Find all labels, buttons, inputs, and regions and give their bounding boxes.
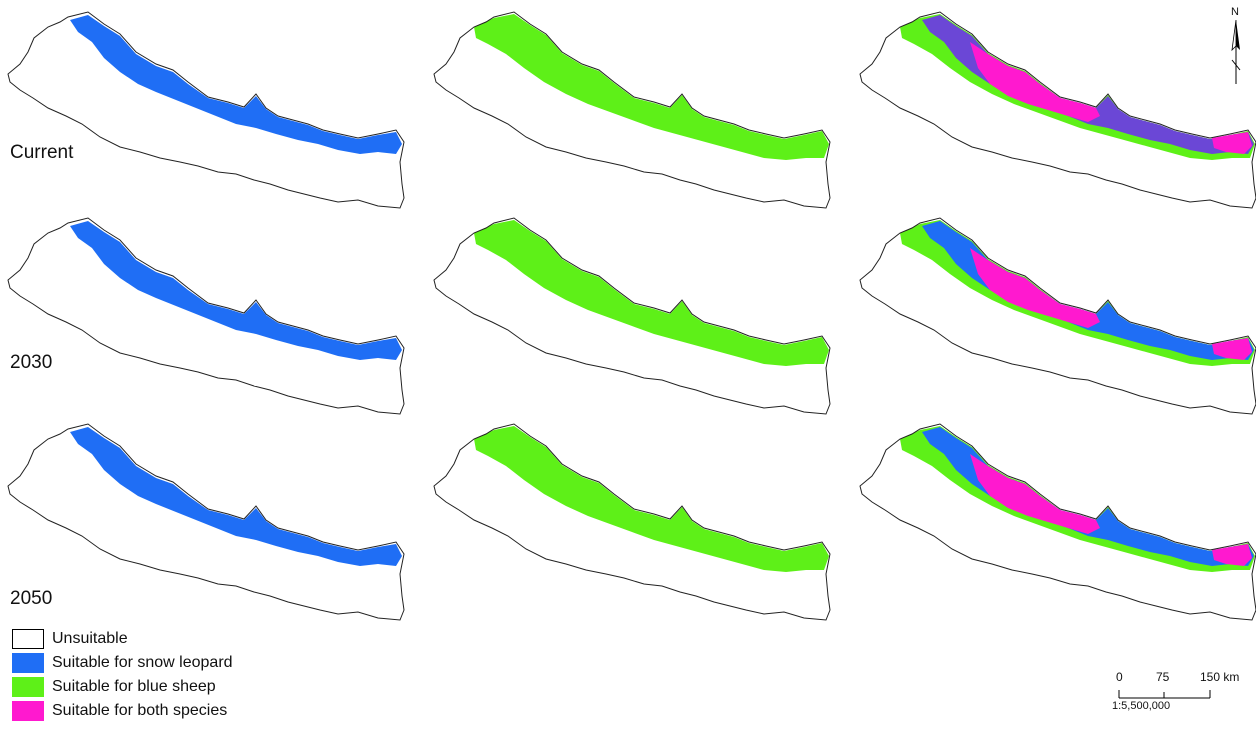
map-2050-both bbox=[859, 423, 1256, 621]
row-label-2050: 2050 bbox=[10, 588, 53, 609]
map-2050-blue-sheep bbox=[433, 423, 831, 621]
scale-tick-75: 75 bbox=[1156, 670, 1170, 684]
legend-swatch-snow-leopard bbox=[12, 653, 44, 673]
legend-item-both: Suitable for both species bbox=[12, 699, 233, 723]
legend-item-snow-leopard: Suitable for snow leopard bbox=[12, 651, 233, 675]
map-current-both bbox=[859, 11, 1256, 209]
legend-swatch-both bbox=[12, 701, 44, 721]
row-label-2030: 2030 bbox=[10, 352, 53, 373]
legend-label-both: Suitable for both species bbox=[52, 702, 228, 719]
legend-item-unsuitable: Unsuitable bbox=[12, 627, 233, 651]
legend: Unsuitable Suitable for snow leopard Sui… bbox=[12, 627, 233, 723]
scale-tick-0: 0 bbox=[1116, 670, 1123, 684]
scale-bar-line bbox=[1118, 690, 1211, 699]
north-arrow-shape bbox=[1231, 20, 1241, 84]
legend-item-blue-sheep: Suitable for blue sheep bbox=[12, 675, 233, 699]
row-label-current: Current bbox=[10, 142, 74, 163]
map-2050-snow-leopard bbox=[7, 423, 405, 621]
map-current-blue-sheep bbox=[433, 11, 831, 209]
scale-bar: 0 75 150 km 1:5,500,000 bbox=[1100, 670, 1240, 730]
north-arrow-icon: N bbox=[1228, 6, 1244, 86]
map-2030-both bbox=[859, 217, 1256, 415]
legend-label-blue-sheep: Suitable for blue sheep bbox=[52, 678, 216, 695]
scale-tick-150: 150 km bbox=[1200, 670, 1240, 684]
north-label: N bbox=[1231, 6, 1239, 18]
map-current-snow-leopard bbox=[7, 11, 405, 209]
legend-label-snow-leopard: Suitable for snow leopard bbox=[52, 654, 233, 671]
map-2030-snow-leopard bbox=[7, 217, 405, 415]
map-2030-blue-sheep bbox=[433, 217, 831, 415]
legend-swatch-blue-sheep bbox=[12, 677, 44, 697]
legend-label-unsuitable: Unsuitable bbox=[52, 630, 128, 647]
legend-swatch-unsuitable bbox=[12, 629, 44, 649]
scale-ratio: 1:5,500,000 bbox=[1112, 700, 1171, 712]
